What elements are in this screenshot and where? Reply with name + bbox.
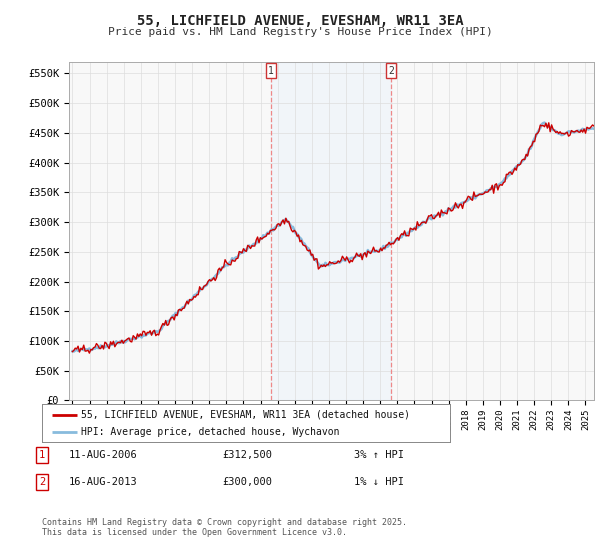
Text: £300,000: £300,000 [222, 477, 272, 487]
Text: 2: 2 [388, 66, 394, 76]
Text: HPI: Average price, detached house, Wychavon: HPI: Average price, detached house, Wych… [81, 427, 339, 437]
Text: 1% ↓ HPI: 1% ↓ HPI [354, 477, 404, 487]
Text: 11-AUG-2006: 11-AUG-2006 [69, 450, 138, 460]
Text: 55, LICHFIELD AVENUE, EVESHAM, WR11 3EA (detached house): 55, LICHFIELD AVENUE, EVESHAM, WR11 3EA … [81, 409, 410, 419]
Bar [271, 62, 391, 400]
Text: 16-AUG-2013: 16-AUG-2013 [69, 477, 138, 487]
Text: £312,500: £312,500 [222, 450, 272, 460]
Text: 55, LICHFIELD AVENUE, EVESHAM, WR11 3EA: 55, LICHFIELD AVENUE, EVESHAM, WR11 3EA [137, 14, 463, 28]
Text: 3% ↑ HPI: 3% ↑ HPI [354, 450, 404, 460]
Text: Contains HM Land Registry data © Crown copyright and database right 2025.
This d: Contains HM Land Registry data © Crown c… [42, 518, 407, 538]
Text: Price paid vs. HM Land Registry's House Price Index (HPI): Price paid vs. HM Land Registry's House … [107, 27, 493, 37]
Text: 1: 1 [268, 66, 274, 76]
Text: 2: 2 [39, 477, 45, 487]
Text: 1: 1 [39, 450, 45, 460]
